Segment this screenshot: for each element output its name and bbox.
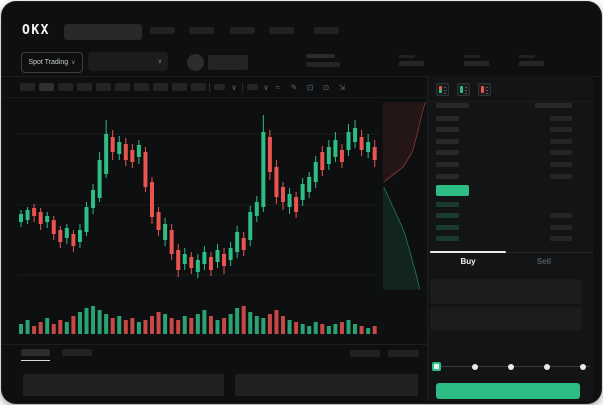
last-price-badge [436, 184, 469, 196]
ask-row-price[interactable] [436, 150, 459, 156]
fullscreen-icon[interactable]: ⇲ [338, 83, 346, 92]
wave-icon[interactable]: ≈ [275, 83, 281, 92]
pair-dropdown[interactable]: ∨ [88, 52, 168, 71]
ask-row-amount [550, 127, 572, 133]
orderbook-combined-view-icon[interactable] [436, 83, 449, 96]
amount-field[interactable] [430, 307, 582, 331]
nav-item[interactable] [150, 27, 175, 34]
slider-stop-dot[interactable] [472, 364, 478, 370]
orders-panel-placeholder [23, 374, 224, 396]
bottom-tab-active[interactable] [21, 349, 50, 356]
chart-type-selector[interactable] [247, 84, 258, 90]
ask-row-amount [550, 115, 572, 121]
coin-avatar [187, 54, 204, 71]
buy-tab-label: Buy [460, 256, 476, 266]
pair-name-placeholder [208, 55, 248, 70]
ask-row-amount [550, 150, 572, 156]
orders-panel-placeholder [235, 374, 418, 396]
stat-value-placeholder [464, 61, 489, 66]
timeframe-button[interactable] [39, 83, 54, 91]
bottom-action-placeholder[interactable] [350, 350, 380, 357]
depth-chart [382, 101, 426, 290]
market-type-dropdown[interactable]: Spot Trading ∨ [21, 52, 83, 73]
timeframe-button[interactable] [115, 83, 130, 91]
orderbook-asks-view-icon[interactable] [478, 83, 491, 96]
timeframe-button[interactable] [134, 83, 149, 91]
slider-stop-dot[interactable] [544, 364, 550, 370]
timeframe-button[interactable] [96, 83, 111, 91]
orderbook-bids-view-icon[interactable] [457, 83, 470, 96]
timeframe-button[interactable] [58, 83, 73, 91]
chevron-down-icon[interactable]: ∨ [263, 83, 269, 92]
market-type-label: Spot Trading [28, 59, 69, 66]
camera-icon[interactable]: ⊡ [306, 83, 314, 92]
nav-item[interactable] [189, 27, 214, 34]
stat-value-placeholder [519, 61, 544, 66]
stat-label-placeholder [519, 55, 535, 58]
ask-row-price[interactable] [436, 161, 459, 167]
ob-header-price [436, 103, 469, 108]
bid-row-price[interactable] [436, 236, 459, 242]
bottom-tab-underline [21, 360, 50, 361]
stat-value-placeholder [399, 61, 424, 66]
bottom-action-placeholder[interactable] [388, 350, 419, 357]
stat-label-placeholder [464, 55, 480, 58]
slider-stop-dot[interactable] [508, 364, 514, 370]
chevron-down-icon[interactable]: ∨ [231, 83, 237, 92]
tab-buy[interactable]: Buy [430, 254, 506, 268]
ask-row-price[interactable] [436, 173, 459, 179]
ask-row-amount [550, 173, 572, 179]
price-field[interactable] [430, 279, 582, 304]
bid-row-price[interactable] [436, 213, 459, 219]
okx-logo[interactable]: OKX [22, 23, 50, 38]
search-input[interactable] [64, 24, 142, 40]
bid-row-price[interactable] [436, 224, 459, 230]
draw-icon[interactable]: ✎ [290, 83, 298, 92]
timeframe-button[interactable] [77, 83, 92, 91]
buy-button[interactable] [436, 383, 580, 399]
settings-icon[interactable]: ⊙ [322, 83, 330, 92]
stat-label-placeholder [399, 55, 415, 58]
timeframe-button[interactable] [191, 83, 206, 91]
order-book-panel: Buy Sell [428, 76, 593, 401]
price-change-placeholder [306, 62, 340, 67]
slider-handle[interactable] [432, 362, 441, 371]
ask-row-price[interactable] [436, 138, 459, 144]
ask-row-price[interactable] [436, 127, 459, 133]
chevron-down-icon: ∨ [157, 58, 162, 65]
bid-row-amount [550, 213, 572, 219]
timeframe-button[interactable] [20, 83, 35, 91]
ask-row-amount [550, 161, 572, 167]
ask-row-price[interactable] [436, 115, 459, 121]
candlestick-chart[interactable] [17, 98, 380, 344]
nav-item[interactable] [269, 27, 294, 34]
chevron-down-icon: ∨ [71, 59, 76, 66]
ob-header-amount [535, 103, 572, 108]
bid-row-amount [550, 224, 572, 230]
slider-stop-dot[interactable] [580, 364, 586, 370]
active-tab-indicator [430, 251, 506, 253]
nav-item[interactable] [230, 27, 255, 34]
sell-tab-label: Sell [536, 256, 552, 266]
bid-row-price[interactable] [436, 201, 459, 207]
tab-sell[interactable]: Sell [506, 254, 582, 268]
nav-item[interactable] [314, 27, 339, 34]
bid-row-amount [550, 236, 572, 242]
timeframe-button[interactable] [153, 83, 168, 91]
timeframe-button[interactable] [172, 83, 187, 91]
ask-row-amount [550, 138, 572, 144]
last-price-placeholder [306, 54, 335, 58]
bottom-tab[interactable] [62, 349, 92, 356]
indicator-selector[interactable] [214, 84, 225, 90]
